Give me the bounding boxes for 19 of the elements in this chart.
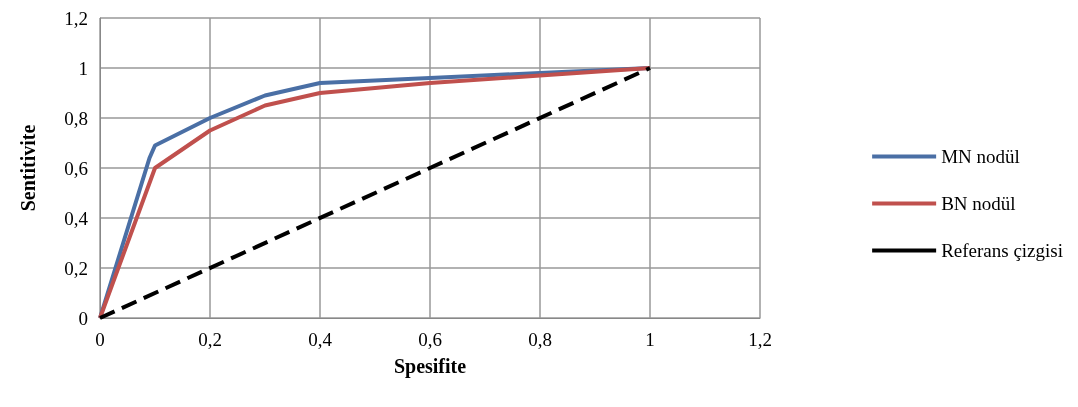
y-tick-label: 0,6 [64, 157, 88, 179]
y-tick-label: 0,2 [64, 257, 88, 279]
x-tick-label: 1 [645, 329, 655, 350]
y-tick-label: 0 [78, 307, 88, 329]
x-tick-label: 0,4 [308, 329, 333, 350]
x-tick-label: 0 [95, 329, 105, 350]
y-tick-label: 1 [78, 57, 88, 79]
x-tick-label: 0,2 [198, 329, 222, 350]
y-tick-label: 0,8 [64, 107, 88, 129]
legend-label: Referans çizgisi [941, 240, 1064, 261]
legend-label: MN nodül [941, 146, 1020, 167]
x-axis-title: Spesifite [393, 355, 467, 378]
y-tick-label: 1,2 [64, 7, 88, 29]
y-tick-label: 0,4 [64, 207, 89, 229]
x-tick-label: 0,8 [528, 329, 552, 350]
legend-label: BN nodül [941, 193, 1016, 214]
y-axis-title: Sentitivite [17, 124, 39, 212]
x-tick-label: 1,2 [748, 329, 772, 350]
x-tick-label: 0,6 [418, 329, 442, 350]
